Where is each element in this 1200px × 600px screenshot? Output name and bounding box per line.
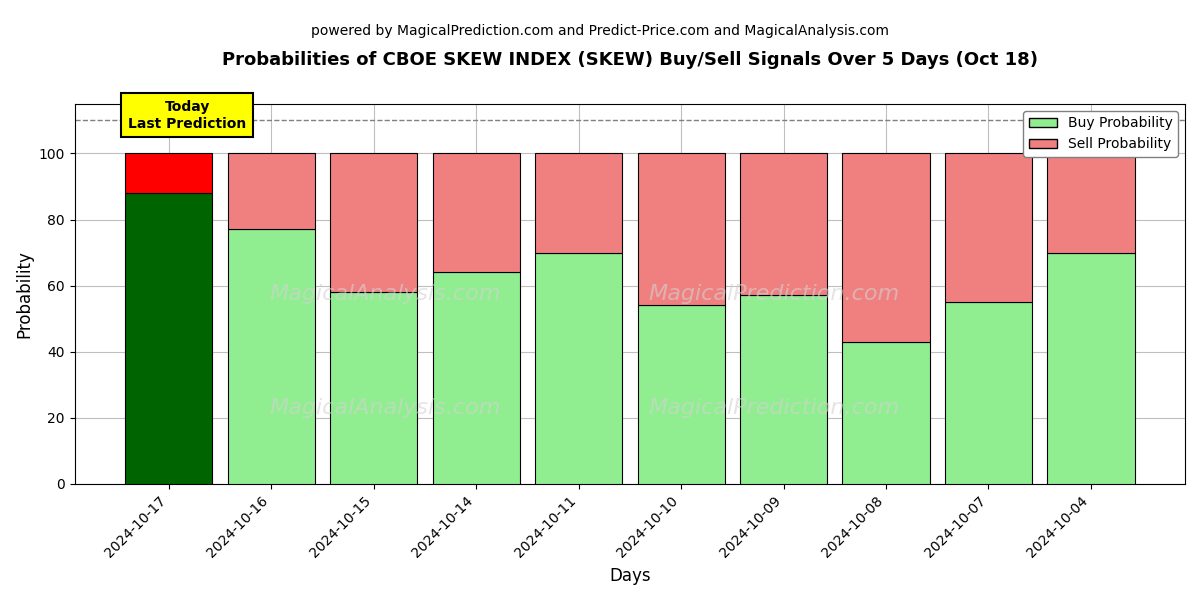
Bar: [1048, 253, 1134, 484]
Bar: [1048, 154, 1134, 253]
Bar: [944, 154, 1032, 302]
Text: Today
Last Prediction: Today Last Prediction: [128, 100, 246, 131]
Bar: [740, 154, 827, 295]
Bar: [637, 305, 725, 484]
Bar: [125, 193, 212, 484]
Bar: [228, 154, 314, 229]
Legend: Buy Probability, Sell Probability: Buy Probability, Sell Probability: [1024, 111, 1178, 157]
Text: MagicalPrediction.com: MagicalPrediction.com: [649, 284, 900, 304]
Text: powered by MagicalPrediction.com and Predict-Price.com and MagicalAnalysis.com: powered by MagicalPrediction.com and Pre…: [311, 24, 889, 38]
Text: MagicalAnalysis.com: MagicalAnalysis.com: [270, 398, 502, 418]
X-axis label: Days: Days: [610, 567, 650, 585]
Bar: [535, 154, 622, 253]
Bar: [228, 229, 314, 484]
Bar: [842, 342, 930, 484]
Bar: [637, 154, 725, 305]
Y-axis label: Probability: Probability: [16, 250, 34, 338]
Title: Probabilities of CBOE SKEW INDEX (SKEW) Buy/Sell Signals Over 5 Days (Oct 18): Probabilities of CBOE SKEW INDEX (SKEW) …: [222, 51, 1038, 69]
Bar: [432, 272, 520, 484]
Bar: [330, 292, 418, 484]
Text: MagicalPrediction.com: MagicalPrediction.com: [649, 398, 900, 418]
Text: MagicalAnalysis.com: MagicalAnalysis.com: [270, 284, 502, 304]
Bar: [842, 154, 930, 342]
Bar: [432, 154, 520, 272]
Bar: [330, 154, 418, 292]
Bar: [535, 253, 622, 484]
Bar: [740, 295, 827, 484]
Bar: [944, 302, 1032, 484]
Bar: [125, 154, 212, 193]
